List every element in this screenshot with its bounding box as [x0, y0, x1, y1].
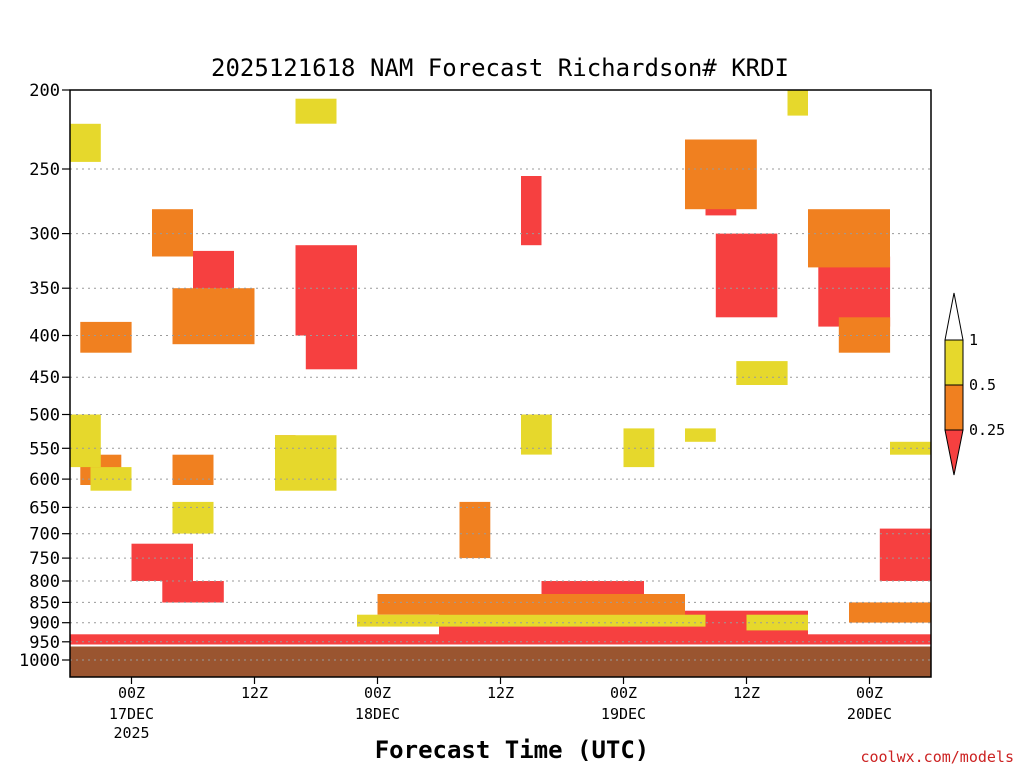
ri-patch-1-9	[459, 501, 491, 559]
plot-frame	[69, 89, 932, 678]
ri-patch-2-1	[295, 98, 337, 124]
y-tick-label-350: 350	[29, 279, 60, 299]
x-tick-date-2: 18DEC	[355, 705, 400, 723]
ri-patch-2-8	[685, 428, 716, 442]
ri-patch-1-1	[172, 288, 255, 345]
ri-patch-0-3	[521, 176, 542, 246]
ri-patch-1-11	[849, 602, 931, 623]
ri-patch-1-0	[152, 209, 193, 257]
y-axis-ticks: 200 250 300 350 400 450 500 550 600 650 700 750 8008…	[19, 81, 70, 671]
ri-patch-0-1	[295, 245, 357, 336]
ri-patch-2-13	[746, 614, 808, 631]
x-tick-label-6: 00Z	[856, 684, 883, 702]
x-tick-label-4: 00Z	[610, 684, 637, 702]
x-tick-label-3: 12Z	[487, 684, 514, 702]
y-tick-label-600: 600	[29, 470, 60, 490]
colorbar-orange	[944, 384, 964, 431]
ri-patch-2-2	[70, 414, 101, 468]
ri-patch-2-10	[787, 90, 808, 116]
y-tick-label-650: 650	[29, 498, 60, 518]
colorbar-label-0.25: 0.25	[969, 421, 1005, 439]
x-axis-label: Forecast Time (UTC)	[375, 736, 650, 764]
y-tick-label-450: 450	[29, 368, 60, 388]
x-tick-date-6: 20DEC	[847, 705, 892, 723]
y-tick-label-200: 200	[29, 81, 60, 101]
credit-text: coolwx.com/models	[860, 748, 1014, 766]
ri-patch-2-0	[70, 123, 101, 162]
x-tick-date-4: 19DEC	[601, 705, 646, 723]
x-tick-date-0: 17DEC	[109, 705, 154, 723]
ri-patch-0-11	[879, 528, 932, 581]
ri-patch-1-3	[808, 209, 890, 268]
plot-area	[70, 90, 932, 677]
x-tick-year-0: 2025	[113, 724, 149, 742]
ri-patch-2-3	[90, 467, 132, 491]
y-tick-label-750: 750	[29, 549, 60, 569]
ri-patch-2-5	[275, 435, 337, 491]
ri-patch-0-2	[305, 335, 358, 370]
ri-patch-0-8	[162, 581, 224, 603]
x-tick-label-5: 12Z	[733, 684, 760, 702]
colorbar-label-1: 1	[969, 331, 978, 349]
colorbar-label-0.5: 0.5	[969, 376, 996, 394]
ri-patch-1-10	[377, 594, 685, 615]
y-tick-label-850: 850	[29, 593, 60, 613]
colorbar-top-arrow	[944, 292, 964, 341]
ri-patch-0-7	[131, 543, 193, 581]
y-tick-label-300: 300	[29, 225, 60, 245]
ri-patch-2-7	[623, 428, 655, 468]
y-tick-label-700: 700	[29, 525, 60, 545]
ri-patch-0-6	[818, 256, 891, 327]
ri-patch-1-2	[685, 139, 757, 210]
y-tick-label-400: 400	[29, 327, 60, 347]
x-tick-label-2: 00Z	[364, 684, 391, 702]
ri-patch-1-4	[838, 317, 891, 353]
ri-patch-2-9	[736, 361, 788, 385]
ri-patch-1-7	[172, 454, 214, 485]
x-tick-label-1: 12Z	[241, 684, 268, 702]
colorbar-yellow	[944, 339, 964, 386]
colorbar: 1 0.5 0.25	[944, 292, 1005, 476]
y-tick-label-250: 250	[29, 160, 60, 180]
chart-title: 2025121618 NAM Forecast Richardson# KRDI	[211, 54, 789, 82]
y-tick-label-800: 800	[29, 572, 60, 592]
y-tick-label-1000: 1000	[19, 651, 60, 671]
colorbar-bottom-arrow	[944, 429, 964, 476]
ri-patch-1-5	[80, 321, 132, 353]
ri-patch-2-6	[521, 414, 552, 455]
ri-patch-0-12	[70, 634, 931, 646]
ri-patch-2-12	[357, 614, 706, 627]
y-tick-label-550: 550	[29, 439, 60, 459]
ri-patch-0-5	[715, 233, 778, 318]
ri-patch-2-4	[172, 501, 214, 534]
y-tick-label-900: 900	[29, 614, 60, 634]
y-tick-label-950: 950	[29, 633, 60, 653]
ground-band	[70, 645, 931, 677]
y-tick-label-500: 500	[29, 406, 60, 426]
x-tick-label-0: 00Z	[118, 684, 145, 702]
